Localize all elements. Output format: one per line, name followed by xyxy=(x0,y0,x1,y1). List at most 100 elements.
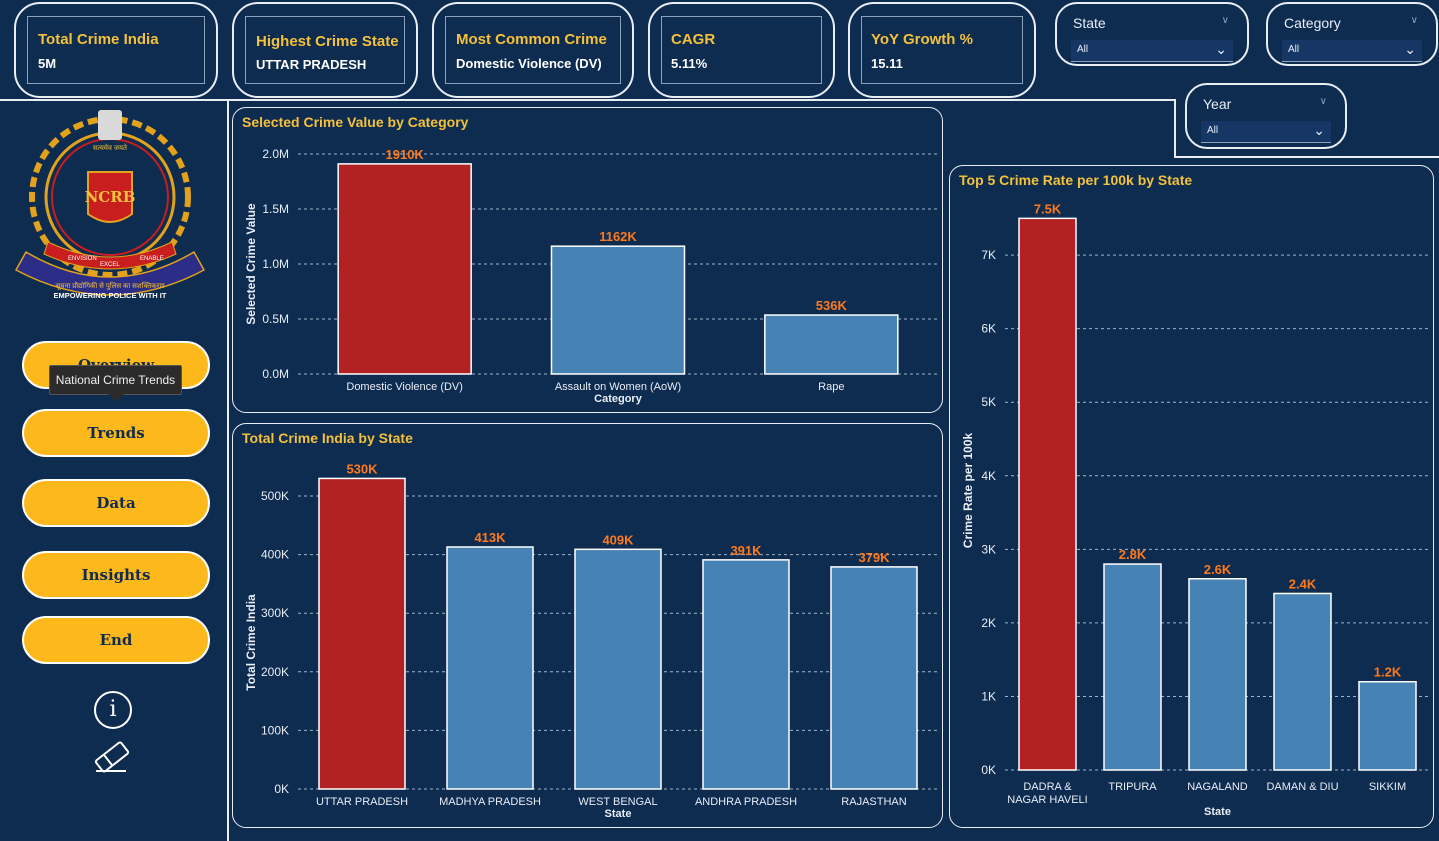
bar xyxy=(318,477,406,790)
chevron-down-icon[interactable]: ∨ xyxy=(1410,15,1418,26)
header-divider xyxy=(0,99,1175,101)
data-label: 2.4K xyxy=(1289,576,1317,591)
y-tick-label: 7K xyxy=(981,248,996,262)
data-label: 409K xyxy=(602,532,634,547)
end-button[interactable]: End xyxy=(22,616,210,664)
y-tick-label: 500K xyxy=(261,489,289,503)
sidebar-divider xyxy=(227,100,229,841)
y-axis-label: Crime Rate per 100k xyxy=(961,432,975,548)
y-tick-label: 400K xyxy=(261,548,289,562)
x-axis-label: Category xyxy=(594,393,643,405)
kpi-card-frame xyxy=(661,16,822,84)
kpi-value: Domestic Violence (DV) xyxy=(456,56,602,71)
bar xyxy=(550,245,686,375)
data-label: 536K xyxy=(816,298,848,313)
chart-title: Top 5 Crime Rate per 100k by State xyxy=(959,172,1193,188)
info-icon[interactable]: i xyxy=(94,691,132,729)
chart-crime-rate-svg: 0K 1K 2K 3K 4K 5K 6K 7K Crime Rate per 100k 7.5K D… xyxy=(961,201,1430,818)
y-tick-label: 2.0M xyxy=(262,147,289,161)
x-tick-label: DADRA & xyxy=(1023,781,1072,793)
x-tick-label: RAJASTHAN xyxy=(841,796,906,808)
bar xyxy=(1103,563,1162,771)
dropdown-value: All xyxy=(1207,125,1219,136)
bar xyxy=(446,546,534,790)
kpi-card-total-crime: Total Crime India 5M xyxy=(14,2,218,98)
bar xyxy=(1188,578,1247,771)
kpi-value: 5.11% xyxy=(671,56,708,71)
tooltip-arrow xyxy=(108,394,124,402)
data-label: 530K xyxy=(346,461,378,476)
kpi-card-highest-state: Highest Crime State UTTAR PRADESH xyxy=(232,2,418,98)
kpi-title: YoY Growth % xyxy=(871,31,973,48)
x-tick-label: TRIPURA xyxy=(1108,781,1157,793)
y-tick-label: 1.0M xyxy=(262,257,289,271)
bar xyxy=(702,559,790,790)
svg-text:ENVISION: ENVISION xyxy=(68,256,97,262)
trends-button[interactable]: Trends xyxy=(22,409,210,457)
y-tick-label: 100K xyxy=(261,723,289,737)
y-axis-label: Selected Crime Value xyxy=(244,203,258,325)
chevron-down-icon[interactable]: ∨ xyxy=(1319,96,1327,107)
y-tick-label: 300K xyxy=(261,606,289,620)
insights-button[interactable]: Insights xyxy=(22,551,210,599)
chart-panel-category: Selected Crime Value by Category 0.0M 0.5… xyxy=(232,107,943,413)
data-label: 379K xyxy=(858,550,890,565)
y-tick-label: 4K xyxy=(981,469,996,483)
year-dropdown[interactable]: All ⌄ xyxy=(1201,121,1331,143)
x-tick-label: DAMAN & DIU xyxy=(1266,781,1338,793)
slicer-category[interactable]: Category ∨ All ⌄ xyxy=(1266,2,1438,66)
svg-text:सूचना प्रौद्योगिकी से पुलिस का: सूचना प्रौद्योगिकी से पुलिस का सशक्तिकरण xyxy=(55,281,165,290)
slicer-panel-border-left xyxy=(1174,99,1176,158)
x-tick-label: Domestic Violence (DV) xyxy=(346,381,463,393)
bar xyxy=(1018,217,1077,771)
state-dropdown[interactable]: All ⌄ xyxy=(1071,40,1233,62)
kpi-card-yoy-growth: YoY Growth % 15.11 xyxy=(848,2,1036,98)
eraser-icon[interactable] xyxy=(92,740,132,774)
bar xyxy=(830,566,918,790)
data-button[interactable]: Data xyxy=(22,479,210,527)
chart-panel-state: Total Crime India by State 0K 100K 200K 300… xyxy=(232,423,943,828)
chevron-down-icon: ⌄ xyxy=(1313,122,1325,138)
x-tick-label: NAGAR HAVELI xyxy=(1007,794,1088,806)
chevron-down-icon: ⌄ xyxy=(1404,41,1416,57)
y-tick-label: 0K xyxy=(274,782,289,796)
data-label: 413K xyxy=(474,530,506,545)
y-tick-label: 1.5M xyxy=(262,202,289,216)
y-tick-label: 1K xyxy=(981,689,996,703)
data-label: 1910K xyxy=(386,147,425,162)
kpi-card-frame xyxy=(445,16,621,84)
y-tick-label: 200K xyxy=(261,665,289,679)
chart-category-svg: 0.0M 0.5M 1.0M 1.5M 2.0M Selected Crime Value… xyxy=(244,147,938,405)
data-label: 7.5K xyxy=(1034,201,1062,216)
y-tick-label: 6K xyxy=(981,322,996,336)
chart-title: Selected Crime Value by Category xyxy=(242,114,469,130)
y-tick-label: 0.0M xyxy=(262,367,289,381)
chevron-down-icon[interactable]: ∨ xyxy=(1221,15,1229,26)
kpi-card-frame xyxy=(861,16,1023,84)
category-dropdown[interactable]: All ⌄ xyxy=(1282,40,1422,62)
data-label: 2.6K xyxy=(1204,562,1232,577)
tooltip-text: National Crime Trends xyxy=(55,373,176,387)
kpi-title: Highest Crime State xyxy=(256,33,399,50)
y-axis-label: Total Crime India xyxy=(244,594,258,691)
svg-text:NCRB: NCRB xyxy=(85,188,136,206)
kpi-value: 5M xyxy=(38,56,57,71)
slicer-label: State xyxy=(1073,15,1106,31)
kpi-title: Most Common Crime xyxy=(456,31,607,48)
bar xyxy=(574,548,662,790)
slicer-year[interactable]: Year ∨ All ⌄ xyxy=(1185,83,1347,149)
y-tick-label: 3K xyxy=(981,542,996,556)
kpi-card-cagr: CAGR 5.11% xyxy=(648,2,835,98)
kpi-title: Total Crime India xyxy=(38,31,159,48)
data-label: 2.8K xyxy=(1119,547,1147,562)
slicer-label: Category xyxy=(1284,15,1341,31)
svg-text:EXCEL: EXCEL xyxy=(100,262,120,268)
slicer-panel-border-bottom xyxy=(1174,156,1439,158)
bar xyxy=(1273,592,1332,771)
data-label: 1162K xyxy=(599,229,637,244)
data-label: 391K xyxy=(730,543,762,558)
slicer-state[interactable]: State ∨ All ⌄ xyxy=(1055,2,1249,66)
y-tick-label: 5K xyxy=(981,395,996,409)
kpi-card-common-crime: Most Common Crime Domestic Violence (DV) xyxy=(432,2,634,98)
y-tick-label: 2K xyxy=(981,616,996,630)
